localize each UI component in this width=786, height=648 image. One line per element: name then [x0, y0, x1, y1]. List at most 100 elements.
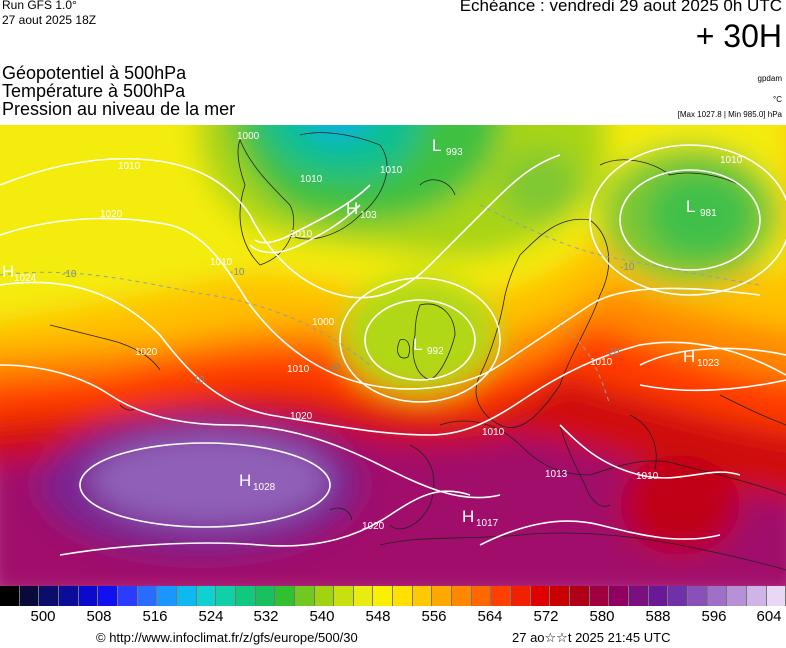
svg-text:993: 993	[446, 147, 463, 158]
colorbar-swatch	[235, 586, 256, 606]
colorbar-swatch	[432, 586, 453, 606]
coastlines	[49, 132, 786, 571]
pressure-max-min: [Max 1027.8 | Min 985.0] hPa	[677, 110, 782, 119]
colorbar-swatch	[609, 586, 629, 606]
svg-text:L: L	[432, 136, 441, 155]
run-date: 27 aout 2025 18Z	[2, 13, 97, 27]
isobar-label: 1010	[300, 174, 323, 185]
colorbar-ticks: 500 508 516 524 532 540 548 556 564 572 …	[0, 608, 786, 628]
temperature-contours	[0, 204, 761, 406]
colorbar-swatch	[19, 586, 40, 606]
colorbar-swatch	[629, 586, 649, 606]
svg-text:992: 992	[427, 346, 444, 357]
isobar-label: 1000	[312, 317, 335, 328]
colorbar-swatch	[275, 586, 295, 606]
svg-text:H: H	[462, 507, 474, 526]
colorbar-tick: 524	[198, 608, 224, 625]
pressure-center: L 992	[413, 335, 444, 357]
title-temperature: Température à 500hPa	[2, 81, 186, 101]
colorbar-tick: 572	[533, 608, 559, 625]
colorbar-swatch	[550, 586, 571, 606]
colorbar-tick: 580	[589, 608, 615, 625]
isobar-labels: 1000 1010 1020 1010 1020 1010 1000 1010 …	[100, 131, 743, 532]
geopotential-fill	[0, 125, 786, 586]
colorbar-swatch	[687, 586, 708, 606]
colorbar-tick: 516	[142, 608, 168, 625]
colorbar-swatch	[530, 586, 551, 606]
colorbar-swatch	[334, 586, 354, 606]
svg-text:H: H	[2, 262, 14, 281]
colorbar-swatch	[648, 586, 669, 606]
svg-text:103: 103	[360, 210, 377, 221]
svg-text:1028: 1028	[253, 482, 276, 493]
pressure-center: H 1028	[239, 471, 276, 493]
svg-text:H: H	[683, 347, 695, 366]
isobar-label: 1020	[135, 347, 158, 358]
isobar-label: 1010	[287, 364, 310, 375]
isobar-label: 1010	[210, 257, 233, 268]
colorbar-tick: 564	[477, 608, 503, 625]
temp-label: -20	[605, 347, 620, 358]
temperature-labels: -10 -10 -10 -10 -20 -10	[62, 262, 635, 386]
colorbar-swatch	[491, 586, 512, 606]
colorbar-tick: 540	[309, 608, 335, 625]
colorbar-swatch	[707, 586, 728, 606]
colorbar-swatch	[373, 586, 394, 606]
colorbar-tick: 532	[253, 608, 279, 625]
svg-text:1023: 1023	[697, 358, 720, 369]
temp-label: -10	[62, 269, 77, 280]
isobar-label: 1010	[720, 155, 743, 166]
svg-text:1017: 1017	[476, 518, 499, 529]
isobar-label: 1010	[590, 357, 613, 368]
colorbar-swatch	[314, 586, 335, 606]
pressure-center: H 1023	[683, 347, 720, 369]
pressure-center: L 993	[432, 136, 463, 158]
colorbar-tick: 508	[86, 608, 112, 625]
copyright-url: © http://www.infoclimat.fr/z/gfs/europe/…	[96, 630, 358, 645]
generation-time: 27 ao☆☆t 2025 21:45 UTC	[512, 630, 671, 645]
colorbar-swatch	[216, 586, 236, 606]
isobar-label: 1013	[545, 469, 568, 480]
isobar-label: 1010	[118, 161, 141, 172]
colorbar-swatch	[0, 586, 20, 606]
colorbar-swatch	[255, 586, 276, 606]
colorbar-swatch	[727, 586, 747, 606]
colorbar-tick: 500	[30, 608, 56, 625]
colorbar-swatch	[412, 586, 433, 606]
colorbar-swatch	[668, 586, 688, 606]
pressure-center: H 1024	[2, 262, 37, 284]
temp-label: -10	[326, 362, 341, 373]
isobar-label: 1020	[362, 521, 385, 532]
weather-map: 1000 1010 1020 1010 1020 1010 1000 1010 …	[0, 125, 786, 586]
colorbar-swatch	[98, 586, 118, 606]
colorbar-swatch	[58, 586, 79, 606]
colorbar-tick: 548	[365, 608, 391, 625]
colorbar-swatch	[353, 586, 374, 606]
isobar-label: 1020	[290, 411, 313, 422]
colorbar-swatch	[511, 586, 531, 606]
forecast-lead-time: + 30H	[695, 18, 782, 54]
pressure-center: L 981	[686, 197, 717, 219]
colorbar-swatch	[452, 586, 472, 606]
colorbar-swatch	[589, 586, 610, 606]
colorbar-swatch	[176, 586, 197, 606]
colorbar-swatch	[137, 586, 158, 606]
temp-label: -10	[230, 267, 245, 278]
temp-label: -10	[620, 262, 635, 273]
svg-text:H: H	[239, 471, 251, 490]
title-pressure: Pression au niveau de la mer	[2, 99, 236, 119]
isobars	[0, 144, 786, 556]
colorbar-tick: 556	[421, 608, 447, 625]
svg-text:L: L	[413, 335, 422, 354]
colorbar-swatch	[471, 586, 492, 606]
colorbar-swatch	[78, 586, 99, 606]
run-label: Run GFS 1.0°	[2, 0, 77, 12]
pressure-centers: H 1024 H 103 L 993 L 981 L 992 H 1023	[2, 136, 720, 529]
svg-text:L: L	[686, 197, 695, 216]
colorbar-swatch	[393, 586, 413, 606]
temp-label: -10	[190, 375, 205, 386]
title-geopotential: Géopotentiel à 500hPa	[2, 63, 187, 83]
colorbar-swatch	[570, 586, 590, 606]
colorbar-tick: 588	[645, 608, 671, 625]
colorbar-swatch	[294, 586, 315, 606]
